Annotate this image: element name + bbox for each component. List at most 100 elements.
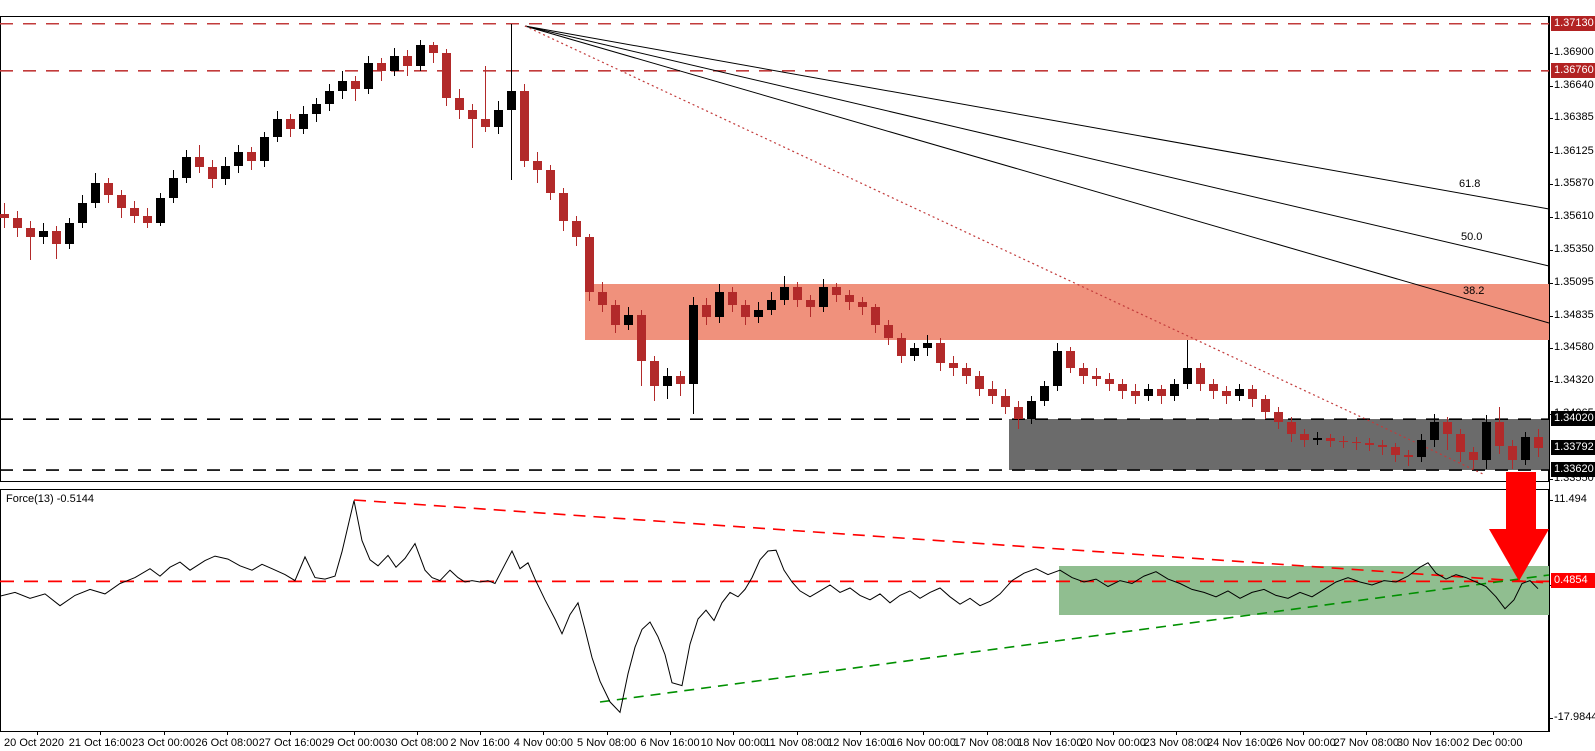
candle-body — [1469, 452, 1478, 460]
time-tick-mark — [670, 731, 671, 735]
candle-body — [923, 342, 932, 348]
time-tick-mark — [1239, 731, 1241, 735]
candle-body — [299, 114, 308, 130]
candle-body — [91, 182, 100, 204]
time-tick-mark — [290, 731, 292, 735]
candle-body — [663, 375, 672, 387]
candle-body — [247, 152, 256, 162]
candle-body — [481, 119, 490, 127]
candle-body — [26, 228, 35, 238]
time-axis-label: 26 Oct 08:00 — [195, 737, 259, 749]
force-green-zone[interactable] — [1059, 566, 1549, 615]
candle-wick — [1317, 431, 1318, 445]
candle-body — [104, 182, 113, 196]
candle-body — [1495, 421, 1504, 446]
candle-body — [650, 360, 659, 387]
candle-body — [442, 53, 451, 98]
fan-ratio-label: 50.0 — [1461, 231, 1483, 243]
candle-body — [962, 368, 971, 376]
candle-body — [1157, 388, 1166, 397]
candle-body — [1144, 388, 1153, 397]
candle-body — [312, 103, 321, 115]
candle-body — [624, 314, 633, 326]
candle-body — [572, 220, 581, 238]
candle-body — [702, 304, 711, 318]
candle-body — [1378, 444, 1387, 448]
candle-body — [13, 218, 22, 229]
price-tick-label: 1.36385 — [1554, 111, 1594, 124]
price-axis-border — [1549, 16, 1550, 732]
candle-body — [1131, 391, 1140, 397]
candle-wick — [1369, 438, 1370, 451]
time-axis-label: 18 Nov 16:00 — [1017, 737, 1083, 749]
sell-signal-arrow[interactable] — [1506, 472, 1536, 529]
candle-body — [416, 45, 425, 66]
candle-wick — [30, 220, 31, 261]
candle-body — [871, 307, 880, 326]
candle-body — [52, 231, 61, 244]
candle-body — [858, 302, 867, 308]
candle-body — [0, 214, 9, 219]
candle-body — [1053, 350, 1062, 387]
candle-body — [1326, 438, 1335, 441]
price-tick-label: 1.36640 — [1554, 79, 1594, 92]
price-tick-mark — [1549, 53, 1553, 54]
candle-body — [1430, 421, 1439, 440]
candle-body — [1508, 445, 1517, 460]
candle-body — [1066, 350, 1075, 369]
candle-body — [403, 55, 412, 66]
candle-body — [585, 237, 594, 293]
candle-body — [351, 80, 360, 89]
time-tick-mark — [606, 731, 608, 735]
candle-body — [39, 231, 48, 238]
candle-body — [429, 45, 438, 53]
time-tick-mark — [986, 731, 988, 735]
candle-body — [195, 157, 204, 168]
time-tick-mark — [796, 731, 798, 735]
time-axis-label: 23 Oct 00:00 — [132, 737, 196, 749]
price-tick-label: 1.35350 — [1554, 243, 1594, 256]
candle-body — [897, 337, 906, 356]
time-axis-label: 20 Oct 2020 — [4, 737, 64, 749]
time-axis-label: 12 Nov 16:00 — [827, 737, 893, 749]
candle-body — [182, 157, 191, 178]
candle-body — [1235, 388, 1244, 397]
candle-body — [819, 286, 828, 308]
price-tick-mark — [1549, 250, 1553, 252]
time-axis-label: 10 Nov 00:00 — [700, 737, 767, 749]
candle-body — [130, 208, 139, 216]
candle-body — [1170, 383, 1179, 397]
time-axis-label: 4 Nov 00:00 — [513, 737, 574, 749]
level-price-tag: 1.36760 — [1551, 62, 1595, 78]
price-tick-mark — [1549, 348, 1553, 349]
candle-body — [338, 80, 347, 92]
time-axis-label: 17 Nov 08:00 — [953, 737, 1020, 749]
candle-body — [1183, 368, 1192, 384]
force-tick-label: -17.9844 — [1554, 711, 1595, 723]
candle-body — [1352, 442, 1361, 444]
candle-wick — [1408, 449, 1409, 467]
time-tick-mark — [1049, 731, 1051, 735]
main-price-pane[interactable] — [0, 16, 1549, 482]
candle-body — [1027, 401, 1036, 420]
time-tick-mark — [37, 731, 38, 735]
candle-body — [507, 91, 516, 111]
candle-body — [494, 110, 503, 127]
candle-body — [1014, 406, 1023, 420]
candle-body — [910, 348, 919, 356]
price-tick-mark — [1549, 478, 1553, 480]
candle-body — [156, 197, 165, 224]
candle-body — [546, 169, 555, 193]
candle-body — [1274, 411, 1283, 422]
candle-body — [325, 91, 334, 104]
candle-body — [65, 223, 74, 244]
candle-wick — [472, 103, 473, 149]
indicator-name-label: Force(13) -0.5144 — [6, 493, 95, 505]
price-tick-label: 1.36900 — [1554, 46, 1594, 58]
sell-signal-arrow-head[interactable] — [1489, 529, 1549, 581]
price-tick-mark — [1549, 315, 1553, 317]
candle-body — [1248, 388, 1257, 399]
candle-body — [793, 286, 802, 300]
time-tick-mark — [163, 731, 165, 735]
support-zone[interactable] — [1009, 419, 1549, 471]
